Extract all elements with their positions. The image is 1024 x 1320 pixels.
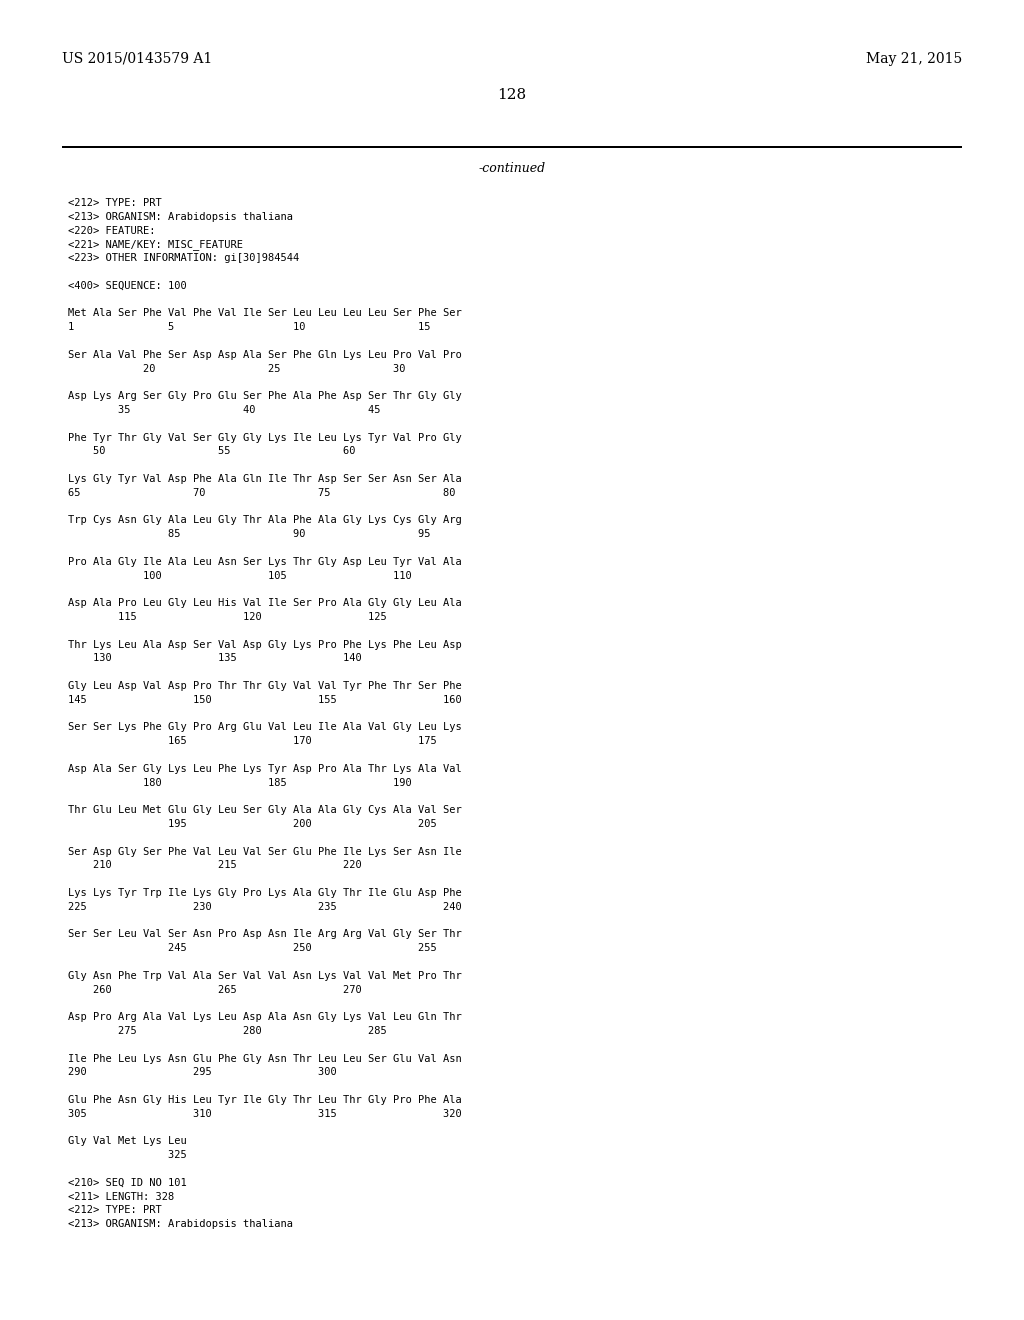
Text: 225                 230                 235                 240: 225 230 235 240 <box>68 902 462 912</box>
Text: Pro Ala Gly Ile Ala Leu Asn Ser Lys Thr Gly Asp Leu Tyr Val Ala: Pro Ala Gly Ile Ala Leu Asn Ser Lys Thr … <box>68 557 462 566</box>
Text: Gly Val Met Lys Leu: Gly Val Met Lys Leu <box>68 1137 186 1146</box>
Text: Gly Asn Phe Trp Val Ala Ser Val Val Asn Lys Val Val Met Pro Thr: Gly Asn Phe Trp Val Ala Ser Val Val Asn … <box>68 970 462 981</box>
Text: Glu Phe Asn Gly His Leu Tyr Ile Gly Thr Leu Thr Gly Pro Phe Ala: Glu Phe Asn Gly His Leu Tyr Ile Gly Thr … <box>68 1096 462 1105</box>
Text: May 21, 2015: May 21, 2015 <box>865 51 962 66</box>
Text: Lys Gly Tyr Val Asp Phe Ala Gln Ile Thr Asp Ser Ser Asn Ser Ala: Lys Gly Tyr Val Asp Phe Ala Gln Ile Thr … <box>68 474 462 484</box>
Text: Ser Asp Gly Ser Phe Val Leu Val Ser Glu Phe Ile Lys Ser Asn Ile: Ser Asp Gly Ser Phe Val Leu Val Ser Glu … <box>68 846 462 857</box>
Text: Lys Lys Tyr Trp Ile Lys Gly Pro Lys Ala Gly Thr Ile Glu Asp Phe: Lys Lys Tyr Trp Ile Lys Gly Pro Lys Ala … <box>68 888 462 898</box>
Text: 245                 250                 255: 245 250 255 <box>68 944 437 953</box>
Text: 260                 265                 270: 260 265 270 <box>68 985 361 994</box>
Text: Ser Ser Lys Phe Gly Pro Arg Glu Val Leu Ile Ala Val Gly Leu Lys: Ser Ser Lys Phe Gly Pro Arg Glu Val Leu … <box>68 722 462 733</box>
Text: Thr Glu Leu Met Glu Gly Leu Ser Gly Ala Ala Gly Cys Ala Val Ser: Thr Glu Leu Met Glu Gly Leu Ser Gly Ala … <box>68 805 462 816</box>
Text: 210                 215                 220: 210 215 220 <box>68 861 361 870</box>
Text: 290                 295                 300: 290 295 300 <box>68 1068 337 1077</box>
Text: <213> ORGANISM: Arabidopsis thaliana: <213> ORGANISM: Arabidopsis thaliana <box>68 1220 293 1229</box>
Text: Asp Pro Arg Ala Val Lys Leu Asp Ala Asn Gly Lys Val Leu Gln Thr: Asp Pro Arg Ala Val Lys Leu Asp Ala Asn … <box>68 1012 462 1022</box>
Text: Phe Tyr Thr Gly Val Ser Gly Gly Lys Ile Leu Lys Tyr Val Pro Gly: Phe Tyr Thr Gly Val Ser Gly Gly Lys Ile … <box>68 433 462 442</box>
Text: 35                  40                  45: 35 40 45 <box>68 405 381 414</box>
Text: 305                 310                 315                 320: 305 310 315 320 <box>68 1109 462 1119</box>
Text: Asp Lys Arg Ser Gly Pro Glu Ser Phe Ala Phe Asp Ser Thr Gly Gly: Asp Lys Arg Ser Gly Pro Glu Ser Phe Ala … <box>68 391 462 401</box>
Text: <211> LENGTH: 328: <211> LENGTH: 328 <box>68 1192 174 1201</box>
Text: <221> NAME/KEY: MISC_FEATURE: <221> NAME/KEY: MISC_FEATURE <box>68 239 243 251</box>
Text: Ser Ser Leu Val Ser Asn Pro Asp Asn Ile Arg Arg Val Gly Ser Thr: Ser Ser Leu Val Ser Asn Pro Asp Asn Ile … <box>68 929 462 940</box>
Text: 65                  70                  75                  80: 65 70 75 80 <box>68 488 456 498</box>
Text: 85                  90                  95: 85 90 95 <box>68 529 430 539</box>
Text: <210> SEQ ID NO 101: <210> SEQ ID NO 101 <box>68 1177 186 1188</box>
Text: Asp Ala Ser Gly Lys Leu Phe Lys Tyr Asp Pro Ala Thr Lys Ala Val: Asp Ala Ser Gly Lys Leu Phe Lys Tyr Asp … <box>68 764 462 774</box>
Text: Thr Lys Leu Ala Asp Ser Val Asp Gly Lys Pro Phe Lys Phe Leu Asp: Thr Lys Leu Ala Asp Ser Val Asp Gly Lys … <box>68 640 462 649</box>
Text: 128: 128 <box>498 88 526 102</box>
Text: Ser Ala Val Phe Ser Asp Asp Ala Ser Phe Gln Lys Leu Pro Val Pro: Ser Ala Val Phe Ser Asp Asp Ala Ser Phe … <box>68 350 462 360</box>
Text: 180                 185                 190: 180 185 190 <box>68 777 412 788</box>
Text: 115                 120                 125: 115 120 125 <box>68 612 387 622</box>
Text: <220> FEATURE:: <220> FEATURE: <box>68 226 156 235</box>
Text: 165                 170                 175: 165 170 175 <box>68 737 437 746</box>
Text: <213> ORGANISM: Arabidopsis thaliana: <213> ORGANISM: Arabidopsis thaliana <box>68 211 293 222</box>
Text: Trp Cys Asn Gly Ala Leu Gly Thr Ala Phe Ala Gly Lys Cys Gly Arg: Trp Cys Asn Gly Ala Leu Gly Thr Ala Phe … <box>68 515 462 525</box>
Text: 195                 200                 205: 195 200 205 <box>68 818 437 829</box>
Text: Ile Phe Leu Lys Asn Glu Phe Gly Asn Thr Leu Leu Ser Glu Val Asn: Ile Phe Leu Lys Asn Glu Phe Gly Asn Thr … <box>68 1053 462 1064</box>
Text: 1               5                   10                  15: 1 5 10 15 <box>68 322 430 333</box>
Text: <212> TYPE: PRT: <212> TYPE: PRT <box>68 1205 162 1216</box>
Text: 145                 150                 155                 160: 145 150 155 160 <box>68 694 462 705</box>
Text: 20                  25                  30: 20 25 30 <box>68 363 406 374</box>
Text: US 2015/0143579 A1: US 2015/0143579 A1 <box>62 51 212 66</box>
Text: Gly Leu Asp Val Asp Pro Thr Thr Gly Val Val Tyr Phe Thr Ser Phe: Gly Leu Asp Val Asp Pro Thr Thr Gly Val … <box>68 681 462 690</box>
Text: 50                  55                  60: 50 55 60 <box>68 446 355 457</box>
Text: <223> OTHER INFORMATION: gi[30]984544: <223> OTHER INFORMATION: gi[30]984544 <box>68 253 299 263</box>
Text: <400> SEQUENCE: 100: <400> SEQUENCE: 100 <box>68 281 186 290</box>
Text: Asp Ala Pro Leu Gly Leu His Val Ile Ser Pro Ala Gly Gly Leu Ala: Asp Ala Pro Leu Gly Leu His Val Ile Ser … <box>68 598 462 609</box>
Text: 130                 135                 140: 130 135 140 <box>68 653 361 664</box>
Text: 100                 105                 110: 100 105 110 <box>68 570 412 581</box>
Text: Met Ala Ser Phe Val Phe Val Ile Ser Leu Leu Leu Leu Ser Phe Ser: Met Ala Ser Phe Val Phe Val Ile Ser Leu … <box>68 309 462 318</box>
Text: 325: 325 <box>68 1150 186 1160</box>
Text: -continued: -continued <box>478 162 546 176</box>
Text: <212> TYPE: PRT: <212> TYPE: PRT <box>68 198 162 209</box>
Text: 275                 280                 285: 275 280 285 <box>68 1026 387 1036</box>
